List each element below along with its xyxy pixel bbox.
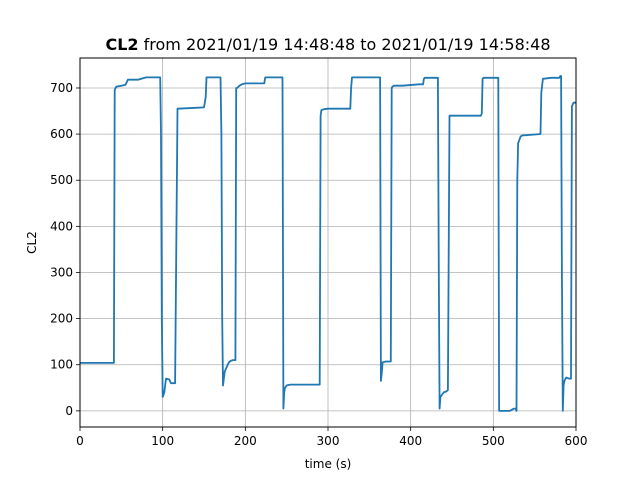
y-tick-label: 600 bbox=[50, 127, 73, 141]
y-tick-label: 300 bbox=[50, 265, 73, 279]
grid-lines bbox=[79, 58, 577, 427]
x-tick-label: 600 bbox=[565, 434, 588, 448]
x-tick-label: 300 bbox=[317, 434, 340, 448]
chart-title-bold: CL2 bbox=[105, 35, 138, 54]
y-axis-label: CL2 bbox=[25, 231, 39, 254]
chart-title: CL2 from 2021/01/19 14:48:48 to 2021/01/… bbox=[105, 35, 550, 54]
y-axis-ticks: 0 100 200 300 400 500 600 700 bbox=[50, 81, 80, 418]
y-tick-label: 0 bbox=[65, 404, 73, 418]
x-axis-ticks: 0 100 200 300 400 500 600 bbox=[76, 427, 587, 448]
y-tick-label: 400 bbox=[50, 219, 73, 233]
series-layer bbox=[80, 75, 576, 412]
x-tick-label: 400 bbox=[399, 434, 422, 448]
y-tick-label: 500 bbox=[50, 173, 73, 187]
y-tick-label: 700 bbox=[50, 81, 73, 95]
x-tick-label: 100 bbox=[151, 434, 174, 448]
x-tick-label: 500 bbox=[482, 434, 505, 448]
y-tick-label: 100 bbox=[50, 358, 73, 372]
x-tick-label: 200 bbox=[234, 434, 257, 448]
series-line bbox=[80, 75, 576, 412]
x-tick-label: 0 bbox=[76, 434, 84, 448]
chart-title-rest: from 2021/01/19 14:48:48 to 2021/01/19 1… bbox=[139, 35, 551, 54]
x-axis-label: time (s) bbox=[305, 457, 352, 471]
y-tick-label: 200 bbox=[50, 312, 73, 326]
